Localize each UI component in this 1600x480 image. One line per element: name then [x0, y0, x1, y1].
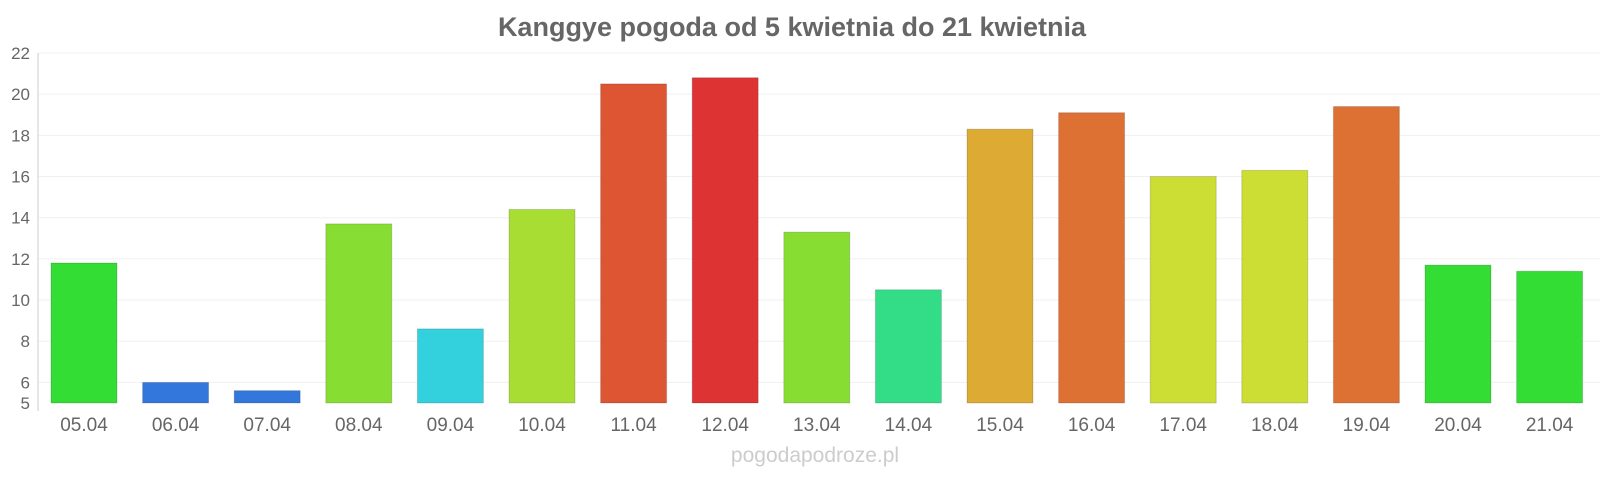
grid-lines [38, 52, 1600, 383]
x-tick-label: 19.04 [1343, 415, 1391, 436]
x-tick-label: 11.04 [611, 415, 658, 436]
bar-12.04 [691, 77, 759, 404]
y-tick-label: 10 [11, 291, 30, 310]
y-tick-label: 22 [11, 44, 30, 63]
y-tick-label: 5 [21, 394, 30, 413]
bar-05.04 [50, 262, 118, 404]
bar-13.04 [783, 231, 851, 404]
bar-16.04 [1058, 112, 1126, 404]
bar-06.04 [142, 381, 210, 404]
y-axis: 5 6 8 10 12 14 16 18 20 22 [11, 44, 39, 413]
y-tick-label: 14 [11, 209, 30, 228]
bar-09.04 [416, 328, 484, 404]
bar-17.04 [1149, 176, 1217, 404]
x-tick-label: 16.04 [1068, 415, 1116, 436]
x-tick-label: 20.04 [1434, 415, 1482, 436]
bar-11.04 [600, 83, 668, 404]
x-tick-label: 12.04 [701, 415, 749, 436]
x-axis: 05.04 06.04 07.04 08.04 09.04 10.04 11.04 12.04… [60, 415, 1574, 436]
x-tick-label: 07.04 [243, 415, 291, 436]
x-tick-label: 06.04 [152, 415, 200, 436]
x-tick-label: 15.04 [976, 415, 1024, 436]
x-tick-label: 18.04 [1251, 415, 1299, 436]
x-tick-label: 09.04 [427, 415, 475, 436]
bar-19.04 [1332, 106, 1400, 404]
x-tick-label: 10.04 [518, 415, 566, 436]
bars [50, 77, 1584, 404]
x-tick-label: 05.04 [60, 415, 108, 436]
y-tick-label: 18 [11, 126, 30, 145]
y-tick-label: 20 [11, 85, 30, 104]
bar-08.04 [325, 223, 393, 404]
bar-14.04 [874, 289, 942, 404]
y-tick-label: 16 [11, 168, 30, 187]
bar-20.04 [1424, 264, 1492, 404]
site-credit: pogodapodroze.pl [731, 444, 899, 467]
x-tick-label: 08.04 [335, 415, 383, 436]
bar-07.04 [233, 390, 301, 404]
bar-10.04 [508, 208, 576, 404]
x-tick-label: 21.04 [1526, 415, 1574, 436]
x-tick-label: 13.04 [793, 415, 841, 436]
chart-title: Kanggye pogoda od 5 kwietnia do 21 kwiet… [498, 12, 1087, 42]
bar-21.04 [1516, 270, 1584, 404]
y-tick-label: 8 [21, 332, 30, 351]
y-tick-label: 12 [11, 250, 30, 269]
bar-15.04 [966, 128, 1034, 404]
y-tick-label: 6 [21, 373, 30, 392]
bar-18.04 [1241, 169, 1309, 404]
x-tick-label: 17.04 [1159, 415, 1207, 436]
x-tick-label: 14.04 [885, 415, 933, 436]
